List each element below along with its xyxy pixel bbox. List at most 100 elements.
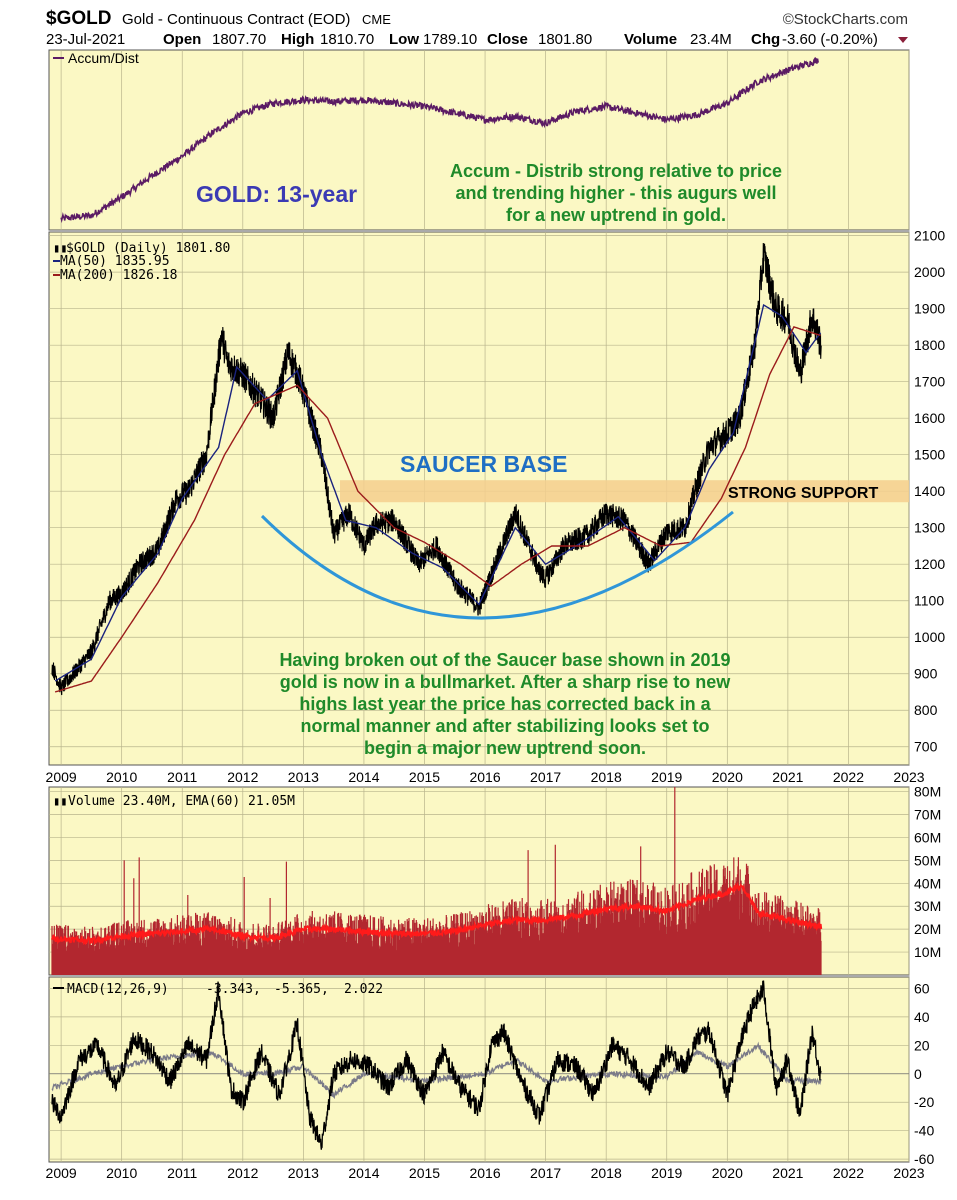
price-y-tick: 1400 (914, 483, 945, 499)
x-tick-label: 2009 (46, 1165, 77, 1181)
price-legend-ma50: MA(50) 1835.95 (60, 254, 170, 269)
x-tick-label: 2017 (530, 769, 561, 785)
price-y-tick: 1500 (914, 447, 945, 463)
volume-y-tick: 30M (914, 898, 941, 914)
macd-line (51, 980, 822, 1150)
strong-support-label: STRONG SUPPORT (728, 485, 878, 502)
volume-ema-line (51, 881, 823, 946)
accum-panel (48, 49, 910, 231)
price-y-axis: 700 800 900 1000 1100 1200 1300 1400 1500 1600 170… (914, 228, 945, 755)
volume-y-tick: 80M (914, 784, 941, 800)
quote-low-value: 1789.10 (423, 31, 477, 48)
price-x-axis: 2009 2010 2011 2012 2013 2014 2015 2016 2017 2018… (46, 769, 925, 785)
macd-legend-macd-value: -3.343, (206, 982, 261, 997)
accum-dist-line (60, 56, 819, 223)
x-tick-label: 2010 (106, 1165, 137, 1181)
volume-legend-label: Volume 23.40M, EMA(60) 21.05M (68, 794, 295, 809)
price-y-tick: 1100 (914, 593, 944, 609)
strong-support-band (340, 480, 909, 503)
symbol-description: Gold - Continuous Contract (EOD) (122, 11, 350, 28)
gold-price-line (51, 242, 822, 696)
volume-y-tick: 70M (914, 807, 941, 823)
accum-grid (60, 50, 910, 230)
macd-y-tick: -40 (914, 1123, 934, 1139)
x-tick-label: 2022 (833, 1165, 864, 1181)
volume-legend-icon: ▮▮ (53, 794, 67, 808)
accum-legend: Accum/Dist (53, 50, 139, 66)
macd-legend: MACD(12,26,9) -3.343, -5.365, 2.022 (53, 982, 383, 997)
macd-legend-label: MACD(12,26,9) (67, 982, 169, 997)
volume-y-tick: 50M (914, 852, 941, 868)
price-series-layer (51, 242, 822, 696)
macd-y-tick: 20 (914, 1037, 930, 1053)
x-tick-label: 2014 (348, 769, 379, 785)
accum-annotation-line-2: and trending higher - this augurs well (455, 183, 776, 203)
x-tick-label: 2015 (409, 1165, 440, 1181)
accum-annotation: Accum - Distrib strong relative to price… (450, 161, 782, 225)
price-annotation-line-3: highs last year the price has corrected … (299, 694, 711, 714)
x-tick-label: 2012 (227, 769, 258, 785)
price-annotation-line-2: gold is now in a bullmarket. After a sha… (280, 672, 731, 692)
price-legend: ▮▮ $GOLD (Daily) 1801.80 MA(50) 1835.95 … (53, 241, 230, 283)
quote-close-value: 1801.80 (538, 31, 592, 48)
x-tick-label: 2016 (469, 1165, 500, 1181)
macd-y-tick: -20 (914, 1094, 934, 1110)
x-tick-label: 2021 (772, 1165, 803, 1181)
accum-series-layer (60, 56, 819, 223)
macd-x-axis: 2009 2010 2011 2012 2013 2014 2015 2016 2017 2018… (46, 1165, 925, 1181)
price-legend-gold: $GOLD (Daily) 1801.80 (66, 241, 230, 256)
exchange-label: CME (362, 12, 391, 27)
macd-y-tick: 40 (914, 1009, 930, 1025)
x-tick-label: 2019 (651, 1165, 682, 1181)
price-legend-icon: ▮▮ (53, 241, 67, 255)
price-y-tick: 1800 (914, 337, 945, 353)
price-annotation: Having broken out of the Saucer base sho… (279, 650, 731, 758)
price-y-tick: 1000 (914, 629, 945, 645)
x-tick-label: 2019 (651, 769, 682, 785)
macd-y-tick: -60 (914, 1151, 934, 1167)
chart-header: $GOLD Gold - Continuous Contract (EOD) C… (46, 8, 908, 48)
x-tick-label: 2010 (106, 769, 137, 785)
quote-volume-value: 23.4M (690, 31, 732, 48)
volume-bars (51, 787, 822, 975)
x-tick-label: 2014 (348, 1165, 379, 1181)
x-tick-label: 2020 (712, 769, 743, 785)
price-y-tick: 2000 (914, 264, 945, 280)
price-y-tick: 1300 (914, 520, 945, 536)
accum-legend-label: Accum/Dist (68, 50, 139, 66)
macd-legend-hist-value: 2.022 (344, 982, 383, 997)
x-tick-label: 2018 (591, 1165, 622, 1181)
price-y-tick: 1700 (914, 374, 945, 390)
quote-chg-label: Chg (751, 31, 780, 48)
x-tick-label: 2009 (46, 769, 77, 785)
saucer-base-label: SAUCER BASE (400, 451, 567, 477)
gold-13-year-title: GOLD: 13-year (196, 181, 357, 207)
price-y-tick: 1200 (914, 556, 945, 572)
macd-grid (49, 977, 910, 1162)
macd-series-layer (49, 980, 909, 1150)
price-legend-ma200: MA(200) 1826.18 (60, 268, 177, 283)
x-tick-label: 2011 (167, 1165, 197, 1181)
quote-close-label: Close (487, 31, 528, 48)
price-y-tick: 800 (914, 702, 938, 718)
quote-open-value: 1807.70 (212, 31, 266, 48)
volume-y-tick: 60M (914, 829, 941, 845)
price-y-tick: 900 (914, 666, 938, 682)
x-tick-label: 2023 (893, 1165, 924, 1181)
accum-annotation-line-1: Accum - Distrib strong relative to price (450, 161, 782, 181)
macd-legend-signal-value: -5.365, (274, 982, 329, 997)
volume-legend: ▮▮ Volume 23.40M, EMA(60) 21.05M (53, 794, 295, 809)
source-label: ©StockCharts.com (783, 11, 908, 28)
price-annotation-line-5: begin a major new uptrend soon. (364, 738, 646, 758)
price-annotation-line-4: normal manner and after stabilizing look… (300, 716, 709, 736)
price-y-tick: 700 (914, 739, 938, 755)
x-tick-label: 2015 (409, 769, 440, 785)
symbol-title: $GOLD (46, 8, 111, 29)
x-tick-label: 2013 (288, 769, 319, 785)
macd-y-axis: -60 -40 -20 0 20 40 60 (914, 980, 934, 1167)
quote-chg-value: -3.60 (-0.20%) (782, 31, 878, 48)
x-tick-label: 2022 (833, 769, 864, 785)
macd-y-tick: 60 (914, 980, 930, 996)
price-annotation-line-1: Having broken out of the Saucer base sho… (279, 650, 730, 670)
